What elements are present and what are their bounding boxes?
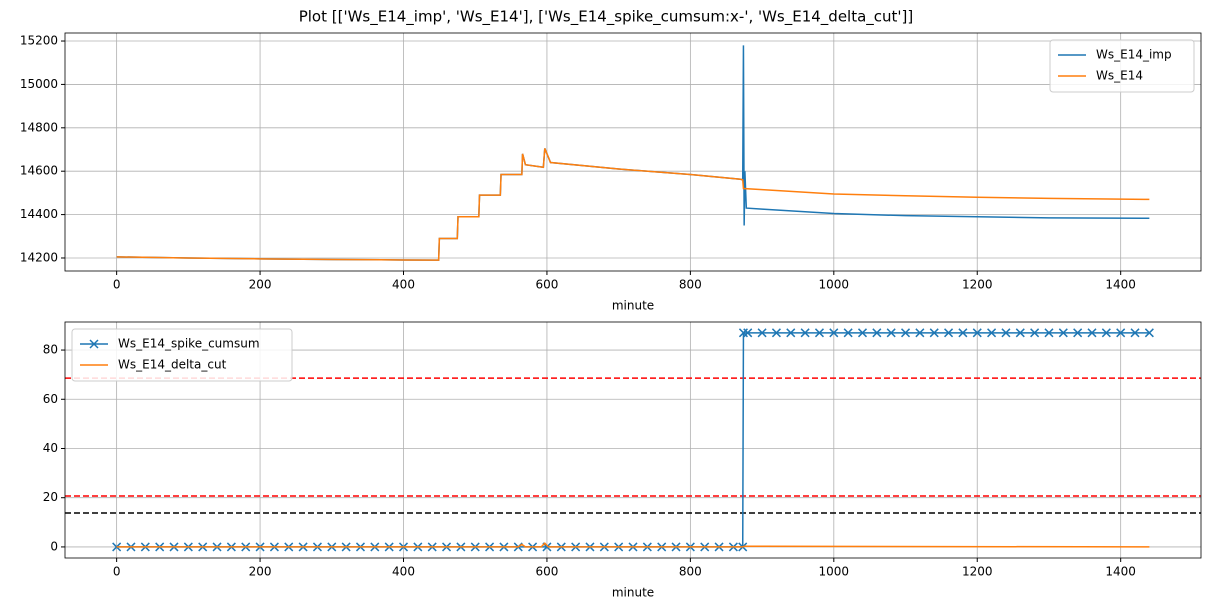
data-marker bbox=[886, 328, 896, 338]
data-marker bbox=[743, 328, 753, 338]
y-tick-label: 15200 bbox=[20, 34, 58, 48]
legend-box bbox=[71, 328, 293, 382]
y-tick-label: 14800 bbox=[20, 120, 58, 134]
x-tick-label: 1200 bbox=[962, 278, 993, 292]
data-line bbox=[116, 45, 1150, 261]
data-marker bbox=[958, 328, 968, 338]
data-marker bbox=[1130, 328, 1140, 338]
x-tick-label: 200 bbox=[249, 278, 272, 292]
axes: 0 200 400 600 800 1000 1200 1400 14200 14400 14600… bbox=[20, 32, 1202, 313]
x-tick-label: 1000 bbox=[819, 278, 850, 292]
plot-frame bbox=[64, 32, 1202, 272]
data-marker bbox=[814, 328, 824, 338]
x-tick-label: 0 bbox=[113, 565, 121, 579]
x-tick-label: 800 bbox=[679, 565, 702, 579]
data-marker bbox=[1058, 328, 1068, 338]
y-tick-label: 14200 bbox=[20, 250, 58, 264]
data-marker bbox=[900, 328, 911, 338]
x-axis-label: minute bbox=[612, 299, 654, 313]
data-line bbox=[116, 148, 1150, 261]
data-marker bbox=[757, 328, 767, 338]
x-tick-label: 800 bbox=[679, 278, 702, 292]
legend-label: Ws_E14_imp bbox=[1096, 48, 1172, 62]
figure-title: Plot [['Ws_E14_imp', 'Ws_E14'], ['Ws_E14… bbox=[299, 8, 914, 27]
data-marker bbox=[1015, 328, 1025, 338]
data-marker bbox=[1144, 328, 1154, 338]
y-tick-label: 60 bbox=[43, 392, 58, 406]
y-tick-label: 80 bbox=[43, 343, 58, 357]
data-marker bbox=[843, 328, 853, 338]
data-marker bbox=[1001, 328, 1011, 338]
data-marker bbox=[829, 328, 839, 338]
x-tick-label: 400 bbox=[392, 565, 415, 579]
data-marker bbox=[1073, 328, 1083, 338]
data-marker bbox=[771, 328, 781, 338]
y-tick-label: 15000 bbox=[20, 77, 58, 91]
data-marker bbox=[987, 328, 997, 338]
axes: 0 200 400 600 800 1000 1200 1400 0 20 40 60 80 minute… bbox=[43, 321, 1202, 600]
legend-box bbox=[1049, 39, 1195, 93]
legend-label: Ws_E14 bbox=[1096, 69, 1143, 83]
data-marker bbox=[915, 328, 925, 338]
data-marker bbox=[1044, 328, 1054, 338]
y-tick-label: 40 bbox=[43, 441, 58, 455]
legend-marker bbox=[89, 339, 99, 349]
x-tick-label: 1000 bbox=[819, 565, 850, 579]
data-marker bbox=[872, 328, 882, 338]
x-tick-label: 1200 bbox=[962, 565, 993, 579]
data-marker bbox=[929, 328, 939, 338]
x-tick-label: 1400 bbox=[1105, 278, 1136, 292]
x-tick-label: 600 bbox=[535, 565, 558, 579]
x-axis-label: minute bbox=[612, 586, 654, 600]
data-marker bbox=[1116, 328, 1126, 338]
data-marker bbox=[1101, 328, 1111, 338]
data-marker bbox=[786, 328, 796, 338]
legend-label: Ws_E14_spike_cumsum bbox=[118, 337, 260, 351]
y-tick-label: 20 bbox=[43, 490, 58, 504]
plot-frame bbox=[64, 321, 1202, 559]
x-tick-label: 200 bbox=[249, 565, 272, 579]
data-marker bbox=[1087, 328, 1097, 338]
x-tick-label: 0 bbox=[113, 278, 121, 292]
data-marker bbox=[944, 328, 954, 338]
data-marker bbox=[1030, 328, 1040, 338]
x-tick-label: 600 bbox=[535, 278, 558, 292]
y-tick-label: 0 bbox=[50, 539, 58, 553]
x-tick-label: 400 bbox=[392, 278, 415, 292]
y-tick-label: 14600 bbox=[20, 164, 58, 178]
legend-label: Ws_E14_delta_cut bbox=[118, 358, 227, 372]
x-tick-label: 1400 bbox=[1105, 565, 1136, 579]
data-line bbox=[116, 542, 1150, 548]
data-marker bbox=[857, 328, 868, 338]
data-marker bbox=[800, 328, 810, 338]
y-tick-label: 14400 bbox=[20, 207, 58, 221]
data-marker bbox=[972, 328, 982, 338]
data-marker bbox=[112, 542, 122, 552]
